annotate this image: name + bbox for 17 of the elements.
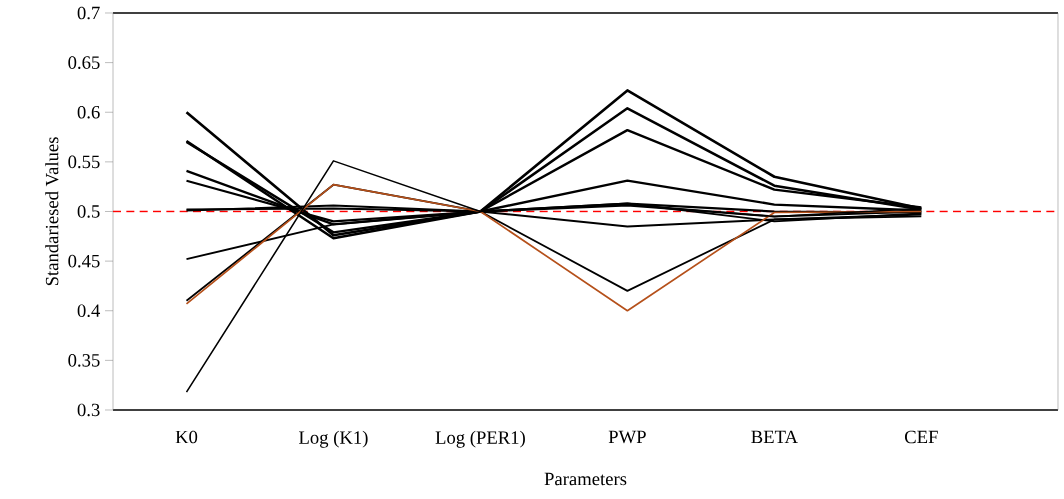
x-axis-title: Parameters	[544, 472, 627, 486]
y-tick-label: 0.3	[77, 403, 100, 417]
y-tick-label: 0.45	[68, 254, 100, 268]
y-tick-label: 0.35	[68, 354, 100, 367]
y-axis-title: Standariesed Values	[45, 137, 59, 286]
x-tick-label: BETA	[751, 430, 798, 444]
y-tick-label: 0.55	[68, 155, 100, 169]
x-tick-label: CEF	[904, 430, 938, 444]
x-tick-label: K0	[175, 430, 198, 444]
x-tick-label: Log (PER1)	[435, 430, 525, 448]
y-tick-label: 0.4	[77, 304, 101, 318]
y-tick-label: 0.6	[77, 105, 100, 119]
y-tick-label: 0.65	[68, 56, 100, 69]
y-tick-label: 0.7	[77, 6, 100, 20]
x-tick-label: PWP	[608, 430, 646, 444]
x-tick-label: Log (K1)	[299, 430, 368, 448]
y-tick-label: 0.5	[77, 205, 100, 218]
